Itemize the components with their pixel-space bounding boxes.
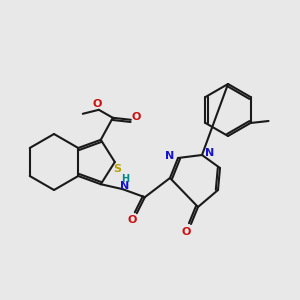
- Text: O: O: [92, 99, 101, 109]
- Text: N: N: [120, 181, 129, 191]
- Text: N: N: [206, 148, 214, 158]
- Text: N: N: [165, 151, 175, 161]
- Text: H: H: [121, 174, 129, 184]
- Text: O: O: [127, 215, 136, 225]
- Text: S: S: [113, 164, 121, 174]
- Text: O: O: [131, 112, 140, 122]
- Text: O: O: [181, 227, 191, 237]
